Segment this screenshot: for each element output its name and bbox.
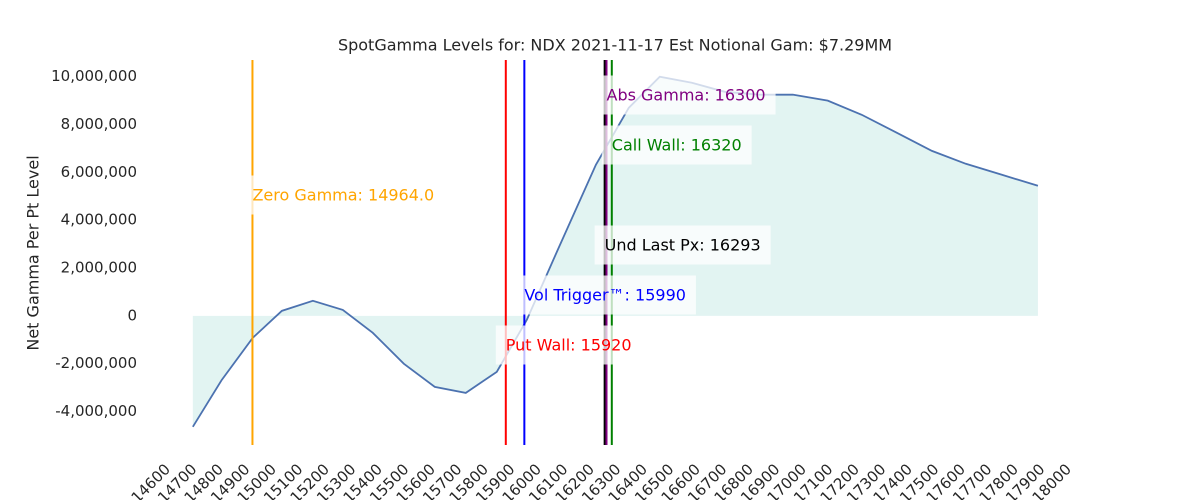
y-tick-label: 0	[127, 306, 137, 324]
y-tick-label: 4,000,000	[61, 211, 137, 229]
level-annotation: Put Wall: 15920	[495, 325, 642, 365]
y-axis-label: Net Gamma Per Pt Level	[24, 155, 43, 350]
label-box	[601, 125, 752, 165]
label-box	[596, 75, 776, 115]
y-tick-label: 10,000,000	[51, 67, 137, 85]
level-annotation: Abs Gamma: 16300	[596, 75, 776, 115]
level-annotation: Und Last Px: 16293	[594, 225, 771, 265]
level-label: Put Wall: 15920	[506, 336, 632, 355]
level-annotation: Vol Trigger™: 15990	[514, 275, 696, 315]
y-tick-label: 6,000,000	[61, 163, 137, 181]
y-tick-label: -2,000,000	[55, 354, 137, 372]
chart-title: SpotGamma Levels for: NDX 2021-11-17 Est…	[338, 36, 892, 55]
level-label: Vol Trigger™: 15990	[524, 286, 686, 305]
level-label: Call Wall: 16320	[612, 136, 742, 155]
level-label: Abs Gamma: 16300	[607, 86, 766, 105]
line	[192, 75, 1039, 428]
label-box	[495, 325, 642, 365]
y-tick-label: -4,000,000	[55, 402, 137, 420]
label-box	[514, 275, 696, 315]
label-box	[594, 225, 771, 265]
label-box	[242, 175, 445, 215]
level-annotation: Zero Gamma: 14964.0	[242, 175, 445, 215]
level-label: Und Last Px: 16293	[605, 236, 761, 255]
level-label: Zero Gamma: 14964.0	[252, 186, 434, 205]
level-annotation: Call Wall: 16320	[601, 125, 752, 165]
y-tick-label: 8,000,000	[61, 115, 137, 133]
y-tick-label: 2,000,000	[61, 259, 137, 277]
